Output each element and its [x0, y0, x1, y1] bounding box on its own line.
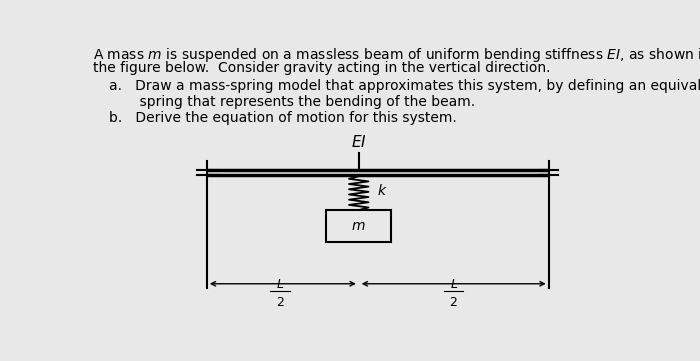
Text: $EI$: $EI$: [351, 134, 367, 150]
Text: $L$: $L$: [276, 278, 284, 291]
Text: $L$: $L$: [449, 278, 458, 291]
Text: $m$: $m$: [351, 219, 366, 233]
Text: $2$: $2$: [449, 296, 458, 309]
Text: spring that represents the bending of the beam.: spring that represents the bending of th…: [109, 95, 475, 109]
Text: a.   Draw a mass-spring model that approximates this system, by defining an equi: a. Draw a mass-spring model that approxi…: [109, 79, 700, 93]
Text: A mass $m$ is suspended on a massless beam of uniform bending stiffness $EI$, as: A mass $m$ is suspended on a massless be…: [93, 46, 700, 64]
Text: $2$: $2$: [276, 296, 284, 309]
Text: b.   Derive the equation of motion for this system.: b. Derive the equation of motion for thi…: [109, 112, 457, 125]
Text: the figure below.  Consider gravity acting in the vertical direction.: the figure below. Consider gravity actin…: [93, 61, 550, 75]
Bar: [326, 210, 391, 242]
Text: $k$: $k$: [377, 183, 387, 198]
